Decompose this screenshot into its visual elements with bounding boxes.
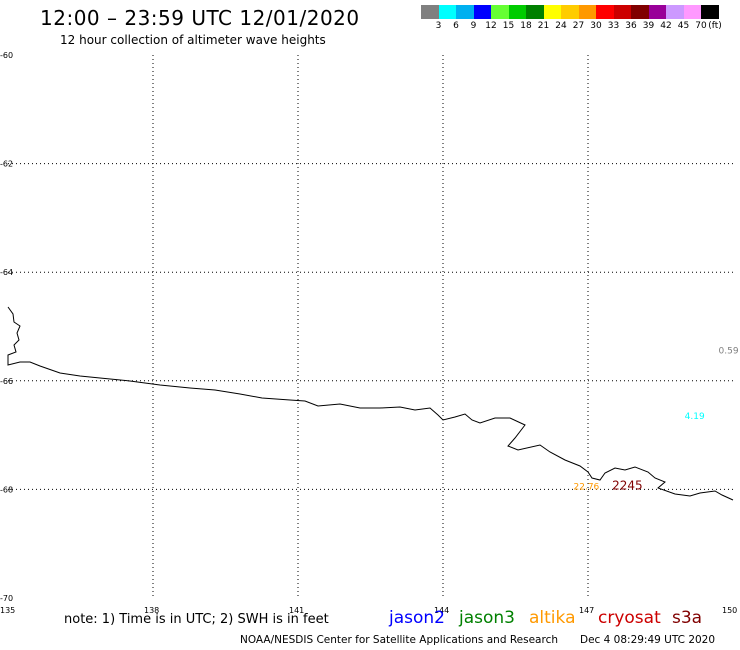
antarctic-coastline [7, 306, 734, 501]
longitude-label: 135 [0, 606, 15, 615]
footer-timestamp: Dec 4 08:29:49 UTC 2020 [580, 634, 716, 646]
color-swatch [561, 5, 579, 19]
color-scale-labels: 3 6 9 12 15 18 21 24 27 30 33 36 39 42 45 70 (ft) [421, 21, 740, 35]
color-scale-label: 39 [642, 21, 655, 31]
latitude-label: -64 [0, 268, 13, 277]
color-scale-label: 30 [590, 21, 602, 31]
legend-cryosat: cryosat [598, 608, 661, 628]
color-scale-label: 6 [453, 21, 459, 31]
color-scale-bar [421, 5, 719, 19]
units-note: note: 1) Time is in UTC; 2) SWH is in fe… [64, 612, 329, 627]
color-swatch [683, 5, 701, 19]
color-scale-label: 21 [537, 21, 550, 31]
longitude-label: 144 [434, 606, 449, 615]
color-swatch [648, 5, 666, 19]
map-gridlines [8, 55, 733, 598]
wave-height-value: 22.76 [574, 482, 600, 492]
legend-s3a: s3a [672, 608, 703, 628]
color-swatch [438, 5, 456, 19]
wave-value-labels: 0.59 4.19 22.76 2245 [574, 347, 739, 493]
color-scale-label: 12 [485, 21, 497, 31]
latitude-label: -66 [0, 377, 13, 386]
color-swatch [421, 5, 439, 19]
color-swatch [491, 5, 509, 19]
latitude-label: -68 [0, 485, 13, 494]
color-scale-label: 24 [555, 21, 567, 31]
color-scale-label: 18 [520, 21, 532, 31]
map-tick-labels: -60 -62 -64 -66 -68 -70 135 138 141 144 147 150 [0, 51, 737, 615]
legend-jason3: jason3 [459, 608, 515, 628]
latitude-label: -70 [0, 594, 13, 603]
color-scale-label: 45 [677, 21, 690, 31]
color-scale-label: 27 [572, 21, 585, 31]
footer-credit: NOAA/NESDIS Center for Satellite Applica… [240, 634, 558, 646]
longitude-label: 141 [289, 606, 304, 615]
page-title: 12:00 – 23:59 UTC 12/01/2020 [40, 6, 360, 30]
latitude-label: -60 [0, 51, 13, 60]
longitude-label: 138 [144, 606, 159, 615]
color-swatch [543, 5, 561, 19]
color-swatch [701, 5, 719, 19]
longitude-label: 150 [722, 606, 737, 615]
page-subtitle: 12 hour collection of altimeter wave hei… [60, 33, 326, 47]
color-scale-unit: (ft) [708, 21, 722, 31]
color-swatch [473, 5, 491, 19]
color-scale-label: 15 [502, 21, 515, 31]
color-swatch [456, 5, 474, 19]
wave-height-value: 2245 [612, 478, 643, 492]
color-swatch [526, 5, 544, 19]
color-swatch [631, 5, 649, 19]
color-scale-label: 36 [625, 21, 637, 31]
color-swatch [613, 5, 631, 19]
color-swatch [508, 5, 526, 19]
color-scale-label: 9 [470, 21, 477, 31]
wave-height-value: 4.19 [685, 412, 705, 422]
color-scale-label: 70 [695, 21, 707, 31]
legend-altika: altika [529, 608, 576, 628]
color-swatch [578, 5, 596, 19]
color-swatch [596, 5, 614, 19]
color-scale-label: 42 [660, 21, 672, 31]
color-swatch [666, 5, 684, 19]
latitude-label: -62 [0, 160, 13, 169]
color-scale-label: 33 [607, 21, 620, 31]
wave-height-value: 0.59 [719, 347, 739, 357]
legend-jason2: jason2 [389, 608, 445, 628]
longitude-label: 147 [579, 606, 594, 615]
color-scale-label: 3 [435, 21, 442, 31]
